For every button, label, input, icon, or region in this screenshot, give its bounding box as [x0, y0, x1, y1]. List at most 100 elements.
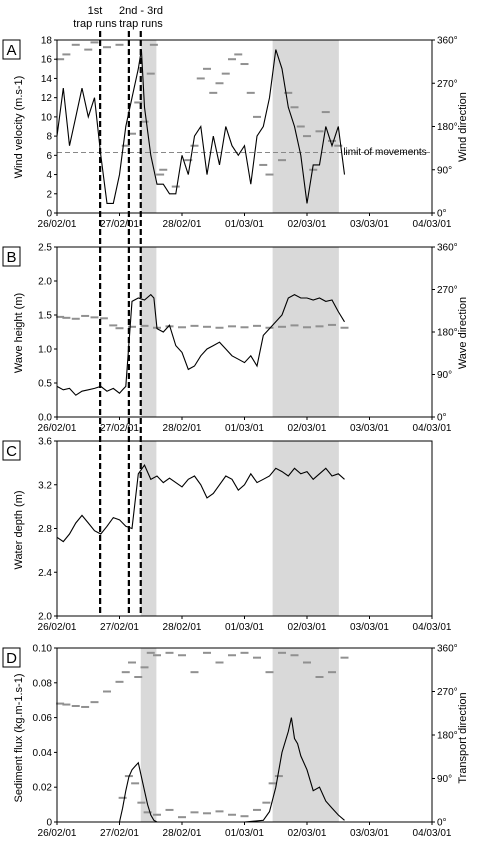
panel-c-shaded-period-1	[272, 441, 339, 616]
panel-a-xtick-label: 04/03/01	[413, 219, 452, 230]
svg-text:B: B	[6, 249, 16, 266]
panel-b-y2tick-label: 90°	[437, 370, 452, 381]
panel-a-xtick-label: 27/02/01	[100, 219, 139, 230]
panel-b-xtick-label: 26/02/01	[38, 423, 77, 434]
panel-a-xtick-label: 28/02/01	[163, 219, 202, 230]
panel-b-y2tick-label: 180°	[437, 328, 458, 339]
panel-b-ytick-label: 0.0	[38, 413, 52, 424]
panel-b-y2label: Wave direction	[457, 297, 469, 369]
panel-d-ytick-label: 0.02	[33, 783, 53, 794]
panel-b-xtick-label: 27/02/01	[100, 423, 139, 434]
panel-a-ylabel: Wind velocity (m.s-1)	[13, 76, 25, 179]
trap23-label-line2: trap runs	[119, 18, 163, 30]
panel-d-ytick-label: 0.08	[33, 678, 53, 689]
panel-b-xtick-label: 28/02/01	[163, 423, 202, 434]
panel-c-ytick-label: 2.0	[38, 612, 52, 623]
panel-c-xtick-label: 04/03/01	[413, 622, 452, 633]
panel-d-xtick-label: 02/03/01	[288, 828, 327, 839]
panel-a-ytick-label: 10	[41, 112, 53, 123]
panel-b-frame	[56, 246, 433, 418]
panel-a-ytick-label: 18	[41, 36, 53, 47]
panel-a-velocity-line	[56, 49, 346, 204]
panel-c-ytick-label: 2.4	[38, 568, 52, 579]
panel-d-ytick-label: 0	[46, 818, 52, 829]
panel-a-y2tick-label: 180°	[437, 122, 458, 133]
panel-b-xtick-label: 04/03/01	[413, 423, 452, 434]
panel-d-y2label: Transport direction	[457, 692, 469, 783]
panel-d-y2tick-label: 270°	[437, 687, 458, 698]
panel-d-y2tick-label: 90°	[437, 774, 452, 785]
panel-d-xtick-label: 27/02/01	[100, 828, 139, 839]
panel-c-frame	[56, 440, 433, 617]
panel-b-y2tick-label: 0°	[437, 413, 447, 424]
trap1-label-line2: trap runs	[73, 18, 117, 30]
limit-of-movements-label: limit of movements	[343, 147, 426, 158]
panel-a-xtick-label: 02/03/01	[288, 219, 327, 230]
panel-c-xtick-label: 27/02/01	[100, 622, 139, 633]
panel-a-ytick-label: 4	[46, 170, 52, 181]
panel-c-xtick-label: 02/03/01	[288, 622, 327, 633]
panel-a-xtick-label: 26/02/01	[38, 219, 77, 230]
panel-b-ylabel: Wave height (m)	[13, 293, 25, 373]
panel-b-height-line	[56, 293, 345, 396]
panel-d-xtick-label: 03/03/01	[350, 828, 389, 839]
shaded-periods-layer	[140, 40, 339, 822]
panel-c-ytick-label: 2.8	[38, 524, 52, 535]
panel-a-shaded-period-1	[272, 40, 339, 213]
panel-c-ytick-label: 3.2	[38, 480, 52, 491]
panel-d-xtick-label: 26/02/01	[38, 828, 77, 839]
svg-text:D: D	[6, 650, 17, 667]
panel-d-shaded-period-1	[272, 648, 339, 822]
panel-letter-c: C	[2, 440, 21, 461]
panel-d-y2tick-label: 360°	[437, 644, 458, 655]
panel-d-ylabel: Sediment flux (kg.m-1.s-1)	[13, 674, 25, 803]
panel-d-xtick-label: 01/03/01	[225, 828, 264, 839]
panel-d-ytick-label: 0.06	[33, 713, 53, 724]
panel-d-ytick-label: 0.04	[33, 748, 53, 759]
panel-d-y2tick-label: 180°	[437, 731, 458, 742]
axes-layer: 0246810121416180°90°180°270°360°26/02/01…	[33, 36, 458, 840]
panel-b-xtick-label: 03/03/01	[350, 423, 389, 434]
panel-b-ytick-label: 2.5	[38, 243, 52, 254]
panel-a-y2label: Wind direction	[457, 92, 469, 162]
panel-b-ytick-label: 0.5	[38, 379, 52, 390]
panel-a-ytick-label: 0	[46, 209, 52, 220]
trap-run-lines-layer	[99, 31, 142, 616]
panel-c-xtick-label: 01/03/01	[225, 622, 264, 633]
panel-c-ytick-label: 3.6	[38, 437, 52, 448]
panel-c-xtick-label: 26/02/01	[38, 622, 77, 633]
panel-a-y2tick-label: 270°	[437, 79, 458, 90]
panel-d-xtick-label: 04/03/01	[413, 828, 452, 839]
panel-d-shaded-period-0	[140, 648, 157, 822]
panel-a-ytick-label: 12	[41, 93, 53, 104]
panel-c-xtick-label: 03/03/01	[350, 622, 389, 633]
panel-a-shaded-period-0	[140, 40, 157, 213]
panel-a-frame	[56, 39, 433, 214]
panel-b-y2tick-label: 270°	[437, 285, 458, 296]
panel-a-ytick-label: 14	[41, 74, 53, 85]
panel-a-ytick-label: 16	[41, 55, 53, 66]
panel-b-ytick-label: 2.0	[38, 277, 52, 288]
svg-text:A: A	[6, 42, 16, 59]
panel-a-xtick-label: 01/03/01	[225, 219, 264, 230]
panel-a-y2tick-label: 0°	[437, 209, 447, 220]
panel-c-shaded-period-0	[140, 441, 157, 616]
panel-d-y2tick-label: 0°	[437, 818, 447, 829]
panel-c-ylabel: Water depth (m)	[13, 490, 25, 569]
trap1-label-line1: 1st	[88, 5, 103, 17]
panel-d-ytick-label: 0.10	[33, 644, 53, 655]
panel-c-xtick-label: 28/02/01	[163, 622, 202, 633]
panel-a-y2tick-label: 360°	[437, 36, 458, 47]
panel-a-ytick-label: 6	[46, 151, 52, 162]
panel-b-ytick-label: 1.0	[38, 345, 52, 356]
panel-a-xtick-label: 03/03/01	[350, 219, 389, 230]
trap23-label-line1: 2nd - 3rd	[119, 5, 163, 17]
panel-b-ytick-label: 1.5	[38, 311, 52, 322]
panel-b-xtick-label: 01/03/01	[225, 423, 264, 434]
panel-letter-b: B	[2, 246, 21, 267]
panel-a-y2tick-label: 90°	[437, 165, 452, 176]
panel-c-depth-line	[56, 463, 345, 543]
panel-a-ytick-label: 8	[46, 132, 52, 143]
panel-b-y2tick-label: 360°	[437, 243, 458, 254]
panel-b-xtick-label: 02/03/01	[288, 423, 327, 434]
